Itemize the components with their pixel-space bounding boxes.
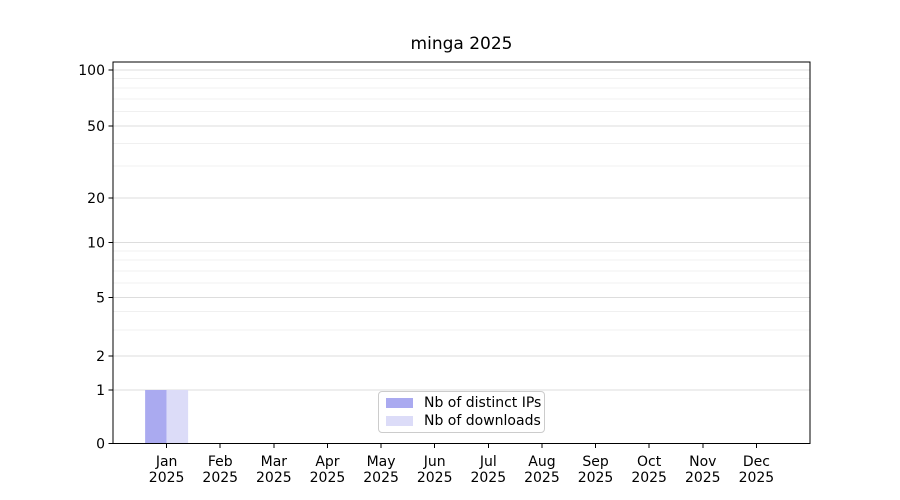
legend-label-distinct-ips: Nb of distinct IPs bbox=[424, 394, 542, 411]
legend-swatch-distinct-ips bbox=[386, 397, 413, 408]
x-tick-label: Nov 2025 bbox=[685, 454, 721, 486]
x-tick-label: Feb 2025 bbox=[202, 454, 238, 486]
x-tick-label: Jan 2025 bbox=[149, 454, 185, 486]
x-tick-label: Jun 2025 bbox=[417, 454, 453, 486]
x-tick-label: Jul 2025 bbox=[470, 454, 506, 486]
y-tick-label: 10 bbox=[87, 236, 105, 252]
legend-swatch-downloads bbox=[386, 416, 413, 427]
y-tick-label: 5 bbox=[96, 291, 105, 307]
x-tick-label: Mar 2025 bbox=[256, 454, 292, 486]
y-tick-label: 1 bbox=[96, 383, 105, 399]
y-tick-label: 100 bbox=[78, 63, 105, 79]
chart-title: minga 2025 bbox=[410, 34, 513, 54]
legend-label-downloads: Nb of downloads bbox=[424, 413, 541, 430]
legend: Nb of distinct IPs Nb of downloads bbox=[378, 391, 545, 433]
y-tick-label: 0 bbox=[96, 437, 105, 453]
y-tick-label: 50 bbox=[87, 119, 105, 135]
y-tick-label: 2 bbox=[96, 349, 105, 365]
x-tick-label: Aug 2025 bbox=[524, 454, 560, 486]
y-tick-label: 20 bbox=[87, 191, 105, 207]
legend-entry-distinct-ips: Nb of distinct IPs bbox=[379, 395, 544, 411]
bar-distinct-ips-jan bbox=[145, 390, 167, 444]
x-tick-label: Oct 2025 bbox=[631, 454, 667, 486]
plot-border bbox=[112, 61, 811, 444]
legend-entry-downloads: Nb of downloads bbox=[379, 413, 544, 429]
x-tick-label: May 2025 bbox=[363, 454, 399, 486]
bar-downloads-jan bbox=[166, 390, 189, 444]
x-tick-label: Apr 2025 bbox=[310, 454, 346, 486]
x-tick-label: Dec 2025 bbox=[739, 454, 775, 486]
x-tick-label: Sep 2025 bbox=[578, 454, 614, 486]
